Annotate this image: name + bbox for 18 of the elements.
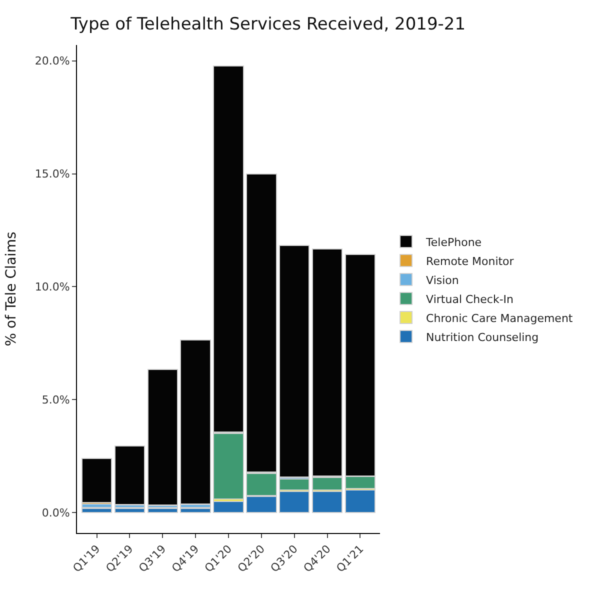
bar [147,368,178,506]
legend-label: Virtual Check-In [426,292,514,306]
y-axis-title: % of Tele Claims [3,232,20,346]
y-tick-label: 15.0% [34,168,70,181]
bar [279,245,310,478]
y-tick-label: 5.0% [42,394,70,407]
legend-label: Remote Monitor [426,254,514,268]
legend-label: Chronic Care Management [426,312,574,325]
chart-title: Type of Telehealth Services Received, 2019-21 [70,14,466,35]
y-tick-label: 20.0% [34,54,70,68]
legend-label: Nutrition Counseling [426,330,539,344]
bar [213,500,244,514]
bar [114,445,146,506]
y-tick-label: 0.0% [42,506,70,520]
bar [180,340,211,504]
legend-label: Vision [426,274,459,287]
y-tick-label: 10.0% [34,280,70,294]
legend-label: TelePhone [425,236,482,249]
